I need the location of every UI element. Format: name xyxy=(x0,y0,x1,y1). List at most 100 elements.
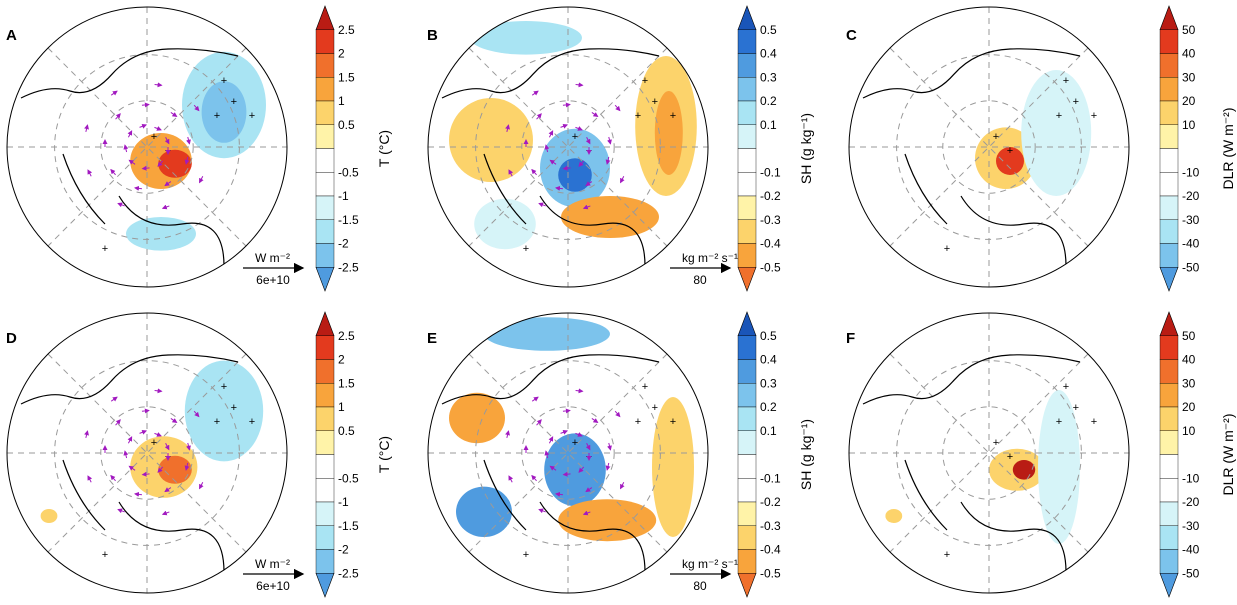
colorbar-tick: -0.1 xyxy=(760,165,781,179)
flux-vector xyxy=(575,82,584,88)
colorbar-tick: 20 xyxy=(1182,400,1196,414)
flux-vector xyxy=(560,429,569,435)
map-border xyxy=(6,6,288,288)
flux-vector xyxy=(154,432,162,437)
significance-marker: + xyxy=(231,402,237,414)
significance-marker: + xyxy=(249,110,255,122)
colorbar-segment xyxy=(737,430,757,455)
colorbar-tick: 0.1 xyxy=(760,118,777,132)
flux-vector xyxy=(115,113,121,120)
colorbar-tick: -20 xyxy=(1182,495,1200,509)
flux-vector xyxy=(164,137,170,145)
colorbar-DLR-C: 50 40 30 20 10 -10 -20 -30 -40 -50 DLR (W m⁻²) xyxy=(1159,5,1236,292)
flux-vector xyxy=(141,102,150,108)
meridian-line xyxy=(889,353,1089,553)
colorbar-segment xyxy=(315,501,335,526)
panel-D: D +++++++ 2.521.510.5-0.5-1-1.5-2-2.5T (… xyxy=(6,311,392,598)
colorbar-segment xyxy=(1159,195,1179,220)
panel-label-B: B xyxy=(427,27,438,44)
meridian-line xyxy=(468,353,668,553)
significance-marker: + xyxy=(635,110,641,122)
colorbar-segment xyxy=(737,77,757,102)
colorbar-tick: 0.2 xyxy=(760,94,777,108)
significance-marker: + xyxy=(231,96,237,108)
flux-vector xyxy=(531,396,539,402)
flux-vector xyxy=(531,90,539,96)
panel-label-E: E xyxy=(427,330,437,347)
significance-marker: + xyxy=(249,416,255,428)
flux-vector xyxy=(117,202,125,208)
colorbar-segment xyxy=(737,195,757,220)
significance-marker: + xyxy=(1073,96,1079,108)
flux-vector xyxy=(585,443,591,451)
colorbar-tick: -0.2 xyxy=(760,189,781,203)
reference-vector-A: W m⁻² 6e+10 xyxy=(243,251,305,287)
colorbar-bottom-extend xyxy=(737,266,757,292)
colorbar-tick: -50 xyxy=(1182,566,1200,580)
colorbar-top-extend xyxy=(1159,5,1179,31)
colorbar-segment xyxy=(1159,549,1179,574)
flux-vector xyxy=(141,408,150,414)
flux-vector xyxy=(585,487,593,493)
panel-C: C + + + + + + + 50 40 30 20 10 -10 -20 -30 -40 -50 DLR (… xyxy=(846,5,1236,292)
significance-marker: + xyxy=(151,437,157,449)
meridian-line xyxy=(468,47,668,247)
map-D: +++++++ xyxy=(6,312,288,594)
flux-vector xyxy=(110,168,116,176)
colorbar-segment xyxy=(737,335,757,360)
flux-vector xyxy=(139,429,148,435)
colorbar-tick: 1.5 xyxy=(338,70,355,84)
flux-vector xyxy=(531,474,537,482)
flux-vector xyxy=(605,156,611,165)
panel-B: B +++++++ 0.50.40.30.20.1-0.1-0.2-0.3-0.… xyxy=(427,5,814,292)
colorbar-tick: 0.1 xyxy=(760,424,777,438)
significance-marker: + xyxy=(642,75,648,87)
flux-vector xyxy=(157,466,164,473)
colorbar-segment xyxy=(1159,501,1179,526)
anomaly-field xyxy=(474,198,536,250)
colorbar-segment xyxy=(315,478,335,503)
significance-marker: + xyxy=(1073,402,1079,414)
colorbar-label: DLR (W m⁻²) xyxy=(1220,413,1236,495)
flux-vector xyxy=(591,112,599,117)
colorbar-tick: 0.4 xyxy=(760,47,777,61)
colorbar-tick: 0.5 xyxy=(338,424,355,438)
flux-vector xyxy=(544,450,550,459)
colorbar-tick: -0.3 xyxy=(760,519,781,533)
map-border xyxy=(427,312,709,594)
colorbar-tick: 0.4 xyxy=(760,353,777,367)
flux-vector xyxy=(560,123,569,129)
colorbar-segment xyxy=(315,100,335,125)
colorbar-segment xyxy=(1159,454,1179,479)
significance-marker: + xyxy=(993,131,999,143)
colorbar-segment xyxy=(1159,219,1179,244)
reference-vector-value: 80 xyxy=(693,273,707,287)
colorbar-segment xyxy=(315,124,335,149)
panel-label-A: A xyxy=(6,27,17,44)
colorbar-tick: -2.5 xyxy=(338,260,359,274)
colorbar-segment xyxy=(1159,29,1179,54)
colorbar-segment xyxy=(737,172,757,197)
colorbar-SH-E: 0.5 0.4 0.3 0.2 0.1 -0.1 -0.2 -0.3 -0.4 -0.5 SH (g… xyxy=(737,311,814,598)
colorbar-tick: 30 xyxy=(1182,376,1196,390)
colorbar-segment xyxy=(737,29,757,54)
colorbar-T-A: 2.5 2 1.5 1 0.5 -0.5 -1 -1.5 -2 -2.5 T (°C) xyxy=(315,5,392,292)
anomaly-field xyxy=(484,317,610,351)
anomaly-field xyxy=(558,158,592,192)
flux-vector xyxy=(562,102,571,108)
colorbar-segment xyxy=(1159,243,1179,268)
flux-vector xyxy=(620,176,625,184)
anomaly-field xyxy=(652,397,694,537)
significance-marker: + xyxy=(635,416,641,428)
flux-vector xyxy=(186,442,191,451)
flux-vector xyxy=(170,112,178,117)
colorbar-segment xyxy=(315,335,335,360)
colorbar-tick: 0.5 xyxy=(760,329,777,343)
reference-vector-unit: kg m⁻² s⁻¹ xyxy=(682,251,738,265)
colorbar-segment xyxy=(1159,100,1179,125)
panel-F: F + + + + + + + 50 40 30 20 10 -10 -20 -30 -40 -50 DLR (… xyxy=(846,311,1236,598)
colorbar-segment xyxy=(315,525,335,550)
flux-vector xyxy=(123,144,129,153)
colorbar-T-D: 2.5 2 1.5 1 0.5 -0.5 -1 -1.5 -2 -2.5 T (°C) xyxy=(315,311,392,598)
flux-vector xyxy=(127,130,133,138)
